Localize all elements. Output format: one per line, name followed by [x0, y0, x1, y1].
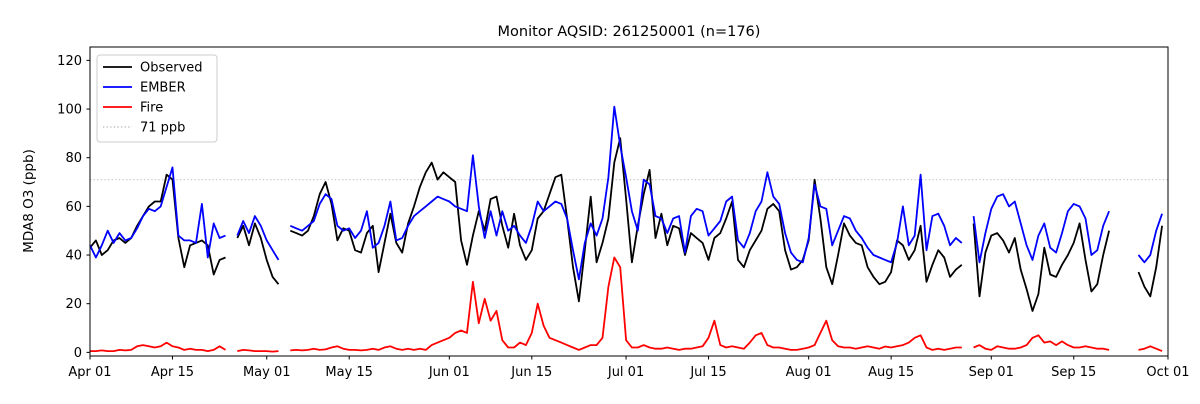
series-line-fire [90, 341, 226, 353]
legend-label-ember: EMBER [140, 81, 186, 96]
x-tick-label: Apr 15 [151, 365, 194, 380]
x-tick-label: Oct 01 [1146, 365, 1189, 380]
series-line-ember [89, 166, 226, 259]
series-line-ember [236, 215, 280, 261]
x-tick-label: May 15 [325, 365, 373, 380]
y-tick-label: 40 [65, 249, 82, 264]
series-line-ember [1137, 213, 1163, 264]
legend-label-71-ppb: 71 ppb [140, 121, 185, 136]
series-line-ember [972, 193, 1110, 264]
x-tick-label: May 01 [243, 365, 291, 380]
plot-area [90, 47, 1168, 356]
y-tick-label: 60 [65, 200, 82, 215]
series-line-ember [289, 105, 963, 281]
x-tick-label: Apr 01 [68, 365, 111, 380]
x-tick-label: Jul 15 [689, 365, 726, 380]
series-line-fire [290, 256, 962, 352]
y-tick-label: 20 [65, 297, 82, 312]
x-tick-label: Sep 01 [969, 365, 1014, 380]
x-tick-label: Aug 15 [868, 365, 914, 380]
y-tick-label: 0 [74, 346, 82, 361]
series-line-observed [289, 137, 963, 303]
series-line-observed [1137, 225, 1163, 298]
chart-title: Monitor AQSID: 261250001 (n=176) [498, 24, 761, 40]
plot-frame [89, 46, 1169, 357]
series-line-fire [973, 334, 1110, 351]
y-tick-label: 100 [57, 103, 82, 118]
series-line-observed [972, 222, 1110, 312]
y-tick-label: 80 [65, 151, 82, 166]
x-tick-label: Sep 15 [1051, 365, 1096, 380]
x-tick-label: Jul 01 [607, 365, 644, 380]
legend-label-observed: Observed [140, 61, 203, 76]
x-tick-label: Jun 15 [510, 365, 552, 380]
y-tick-label: 120 [57, 54, 82, 69]
y-axis-label: MDA8 O3 (ppb) [21, 149, 37, 253]
series-line-observed [236, 222, 280, 285]
legend-box [96, 54, 218, 143]
series-line-fire [237, 348, 279, 353]
x-tick-label: Aug 01 [786, 365, 832, 380]
legend: Observed EMBER Fire 71 ppb [96, 54, 218, 143]
series-line-fire [1138, 345, 1163, 352]
legend-label-fire: Fire [140, 101, 163, 116]
x-tick-label: Jun 01 [428, 365, 470, 380]
